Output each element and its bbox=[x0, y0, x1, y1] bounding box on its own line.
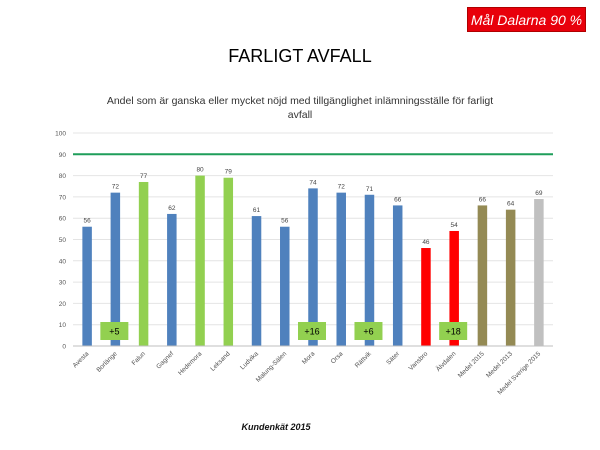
value-label: 66 bbox=[394, 196, 402, 203]
bar bbox=[449, 230, 459, 346]
category-label: Hedemora bbox=[177, 350, 204, 377]
footer-source: Kundenkät 2015 bbox=[241, 422, 311, 432]
value-label: 77 bbox=[140, 173, 148, 180]
value-label: 74 bbox=[309, 179, 317, 186]
y-tick-label: 20 bbox=[59, 301, 67, 308]
change-annotation-label: +6 bbox=[363, 327, 373, 337]
change-annotation-label: +16 bbox=[304, 327, 319, 337]
value-label: 79 bbox=[225, 169, 233, 176]
goal-badge: Mål Dalarna 90 % bbox=[467, 7, 586, 32]
change-annotation-box bbox=[298, 322, 326, 340]
category-label: Malung-Sälen bbox=[255, 350, 289, 384]
category-label: Ludvika bbox=[239, 350, 260, 371]
change-annotation-box bbox=[354, 322, 383, 340]
value-label: 66 bbox=[479, 196, 487, 203]
bar bbox=[82, 226, 92, 346]
category-label: Falun bbox=[131, 350, 148, 367]
value-label: 71 bbox=[366, 186, 374, 193]
y-tick-label: 100 bbox=[55, 131, 66, 138]
y-tick-label: 10 bbox=[59, 322, 67, 329]
value-label: 56 bbox=[84, 218, 92, 225]
change-annotation-label: +18 bbox=[446, 327, 461, 337]
bar bbox=[167, 213, 177, 346]
category-label: Älvdalen bbox=[434, 349, 458, 373]
bar bbox=[364, 194, 375, 346]
category-label: Mora bbox=[301, 350, 317, 366]
y-tick-label: 80 bbox=[59, 173, 67, 180]
change-annotation-box bbox=[100, 322, 129, 340]
y-tick-label: 90 bbox=[59, 152, 67, 159]
bar bbox=[336, 192, 346, 346]
category-label: Borlänge bbox=[95, 350, 119, 374]
bar bbox=[505, 209, 516, 346]
chart-title: Andel som är ganska eller mycket nöjd me… bbox=[106, 95, 494, 121]
value-label: 64 bbox=[507, 201, 515, 208]
category-label: Orsa bbox=[330, 350, 345, 365]
y-tick-label: 70 bbox=[59, 194, 67, 201]
y-tick-label: 40 bbox=[59, 258, 67, 265]
bar bbox=[251, 216, 262, 346]
y-tick-label: 30 bbox=[59, 280, 67, 287]
page-title: FARLIGT AVFALL bbox=[228, 46, 372, 66]
category-label: Gagnef bbox=[155, 350, 175, 370]
value-label: 61 bbox=[253, 207, 261, 214]
bar bbox=[421, 248, 431, 346]
category-label: Säter bbox=[385, 350, 402, 367]
value-label: 72 bbox=[338, 184, 346, 191]
category-label: Rättvik bbox=[354, 350, 374, 370]
category-label: Leksand bbox=[209, 350, 232, 373]
value-label: 69 bbox=[535, 190, 543, 197]
change-annotation-box bbox=[439, 322, 468, 340]
category-label: Avesta bbox=[72, 350, 91, 369]
change-annotation-label: +5 bbox=[109, 327, 119, 337]
bar bbox=[195, 175, 205, 346]
y-tick-label: 0 bbox=[62, 344, 66, 351]
bar bbox=[534, 199, 544, 346]
value-label: 62 bbox=[168, 205, 176, 212]
value-label: 46 bbox=[422, 239, 430, 246]
value-label: 54 bbox=[451, 222, 459, 229]
bar bbox=[110, 192, 121, 346]
bar bbox=[223, 177, 234, 346]
value-label: 72 bbox=[112, 184, 120, 191]
value-label: 80 bbox=[196, 167, 204, 174]
category-label: Medel 2015 bbox=[457, 350, 486, 379]
category-label: Vansbro bbox=[408, 350, 430, 372]
category-label: Medel 2013 bbox=[485, 350, 514, 379]
bar bbox=[308, 188, 318, 346]
y-tick-label: 50 bbox=[59, 237, 67, 244]
bar bbox=[138, 181, 149, 346]
bar bbox=[392, 205, 403, 346]
value-label: 56 bbox=[281, 218, 289, 225]
bar bbox=[477, 205, 488, 346]
bar bbox=[280, 226, 290, 346]
y-tick-label: 60 bbox=[59, 216, 67, 223]
